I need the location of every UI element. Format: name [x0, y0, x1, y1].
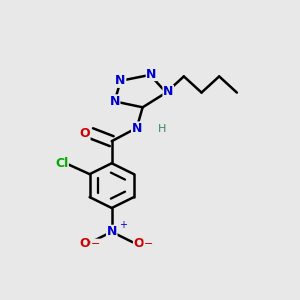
- Text: N: N: [110, 95, 120, 108]
- Text: H: H: [158, 124, 166, 134]
- Text: O: O: [79, 127, 90, 140]
- Text: N: N: [163, 85, 173, 98]
- Text: O: O: [79, 237, 90, 250]
- Text: N: N: [146, 68, 157, 80]
- Text: O: O: [134, 237, 144, 250]
- Text: N: N: [116, 74, 126, 87]
- Text: −: −: [144, 239, 154, 249]
- Text: −: −: [91, 239, 101, 249]
- Text: +: +: [119, 220, 128, 230]
- Text: N: N: [106, 225, 117, 239]
- Text: Cl: Cl: [55, 157, 68, 170]
- Text: N: N: [132, 122, 142, 135]
